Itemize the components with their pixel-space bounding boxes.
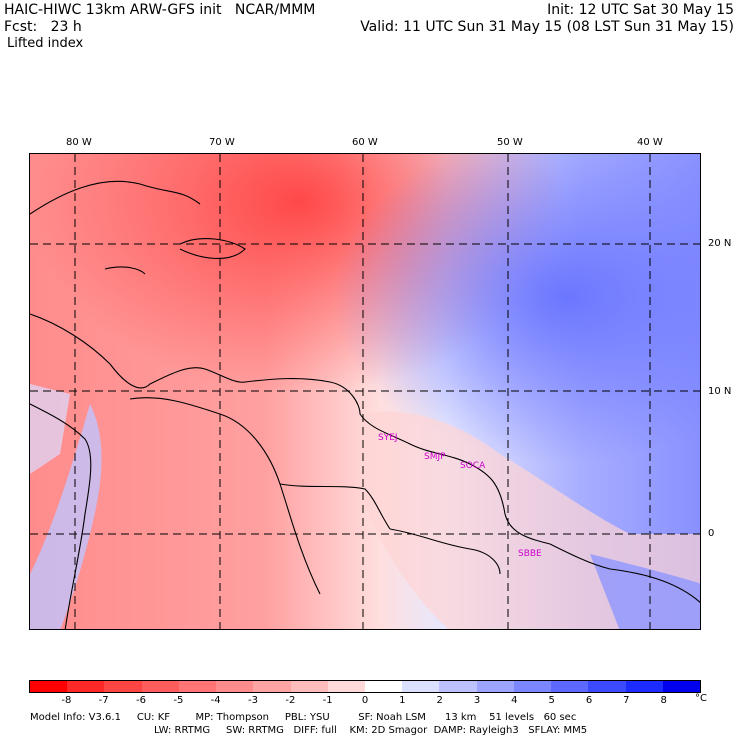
southeast-stable-shade (590, 554, 700, 629)
colorbar-tick-label: 5 (548, 695, 555, 706)
lat-label-10n: 10 N (708, 386, 732, 397)
cuba-coast (30, 180, 201, 215)
colorbar-tick-label: 6 (585, 695, 593, 706)
colorbar-swatch (67, 681, 105, 692)
colorbar-swatch (476, 681, 514, 692)
init-time: Init: 12 UTC Sat 30 May 15 (547, 2, 734, 18)
forecast-hour: Fcst: 23 h (4, 19, 82, 35)
model-info-line2: LW: RRTMG SW: RRTMG DIFF: full KM: 2D Sm… (154, 725, 588, 736)
lon-label-80w: 80 W (66, 137, 92, 148)
colorbar-swatch (513, 681, 552, 692)
south-america-north-coast (30, 313, 700, 604)
colorbar-swatch (402, 681, 440, 692)
station-soca: SOCA (460, 461, 486, 471)
colorbar-tick-label: -6 (136, 695, 146, 706)
colorbar-tick-label: 2 (436, 695, 443, 706)
lon-label-50w: 50 W (497, 137, 523, 148)
colorbar-swatch (141, 681, 179, 692)
lon-label-40w: 40 W (637, 137, 663, 148)
colorbar-tick-label: -8 (61, 695, 72, 706)
colorbar-swatch (551, 681, 589, 692)
colorbar-swatch (625, 681, 663, 692)
model-title: HAIC-HIWC 13km ARW-GFS init NCAR/MMM (4, 2, 316, 18)
graticule (30, 154, 700, 629)
colorbar-swatch (178, 681, 217, 692)
andes-west-coast (30, 403, 92, 629)
lon-label-60w: 60 W (352, 137, 378, 148)
colorbar-tick-label: 0 (361, 695, 369, 706)
pacific-shade (30, 384, 70, 474)
colorbar-tick-label: -4 (210, 695, 221, 706)
colombia-border (129, 397, 321, 595)
colorbar-swatch (662, 681, 700, 692)
colorbar-swatch (216, 681, 254, 692)
colorbar-unit: °C (695, 693, 707, 704)
colorbar-tick-label: 3 (473, 695, 481, 706)
jamaica-coast (104, 266, 146, 275)
colorbar (29, 680, 701, 693)
colorbar-tick-label: 4 (511, 695, 518, 706)
colorbar-tick-label: -2 (285, 695, 296, 706)
lat-label-20n: 20 N (708, 238, 732, 249)
colorbar-swatch (253, 681, 291, 692)
colorbar-tick-label: -5 (173, 695, 184, 706)
colorbar-swatch (439, 681, 477, 692)
colorbar-swatch (588, 681, 626, 692)
colorbar-swatch (290, 681, 328, 692)
field-name: Lifted index (7, 36, 84, 51)
colorbar-tick-label: 1 (399, 695, 406, 706)
station-syej: SYEJ (378, 433, 398, 443)
colorbar-tick-label: 8 (660, 695, 667, 706)
colorbar-swatch (364, 681, 403, 692)
colorbar-swatch (104, 681, 142, 692)
lifted-index-map (29, 153, 701, 630)
station-smjp: SMJP (424, 452, 446, 462)
colorbar-swatch (327, 681, 365, 692)
colorbar-tick-label: -3 (248, 695, 258, 706)
station-sbbe: SBBE (518, 549, 542, 559)
colorbar-tick-label: -1 (322, 695, 333, 706)
andes-stable-shade (30, 404, 102, 629)
model-info-line1: Model Info: V3.6.1 CU: KF MP: Thompson P… (30, 712, 577, 723)
colorbar-tick-label: -7 (98, 695, 109, 706)
colorbar-tick-label: 7 (623, 695, 630, 706)
hispaniola-coast (179, 238, 246, 260)
lat-label-0: 0 (708, 528, 715, 539)
map-canvas (30, 154, 700, 629)
valid-time: Valid: 11 UTC Sun 31 May 15 (08 LST Sun … (360, 19, 734, 35)
colorbar-swatch (30, 681, 68, 692)
lon-label-70w: 70 W (209, 137, 235, 148)
venezuela-border (279, 483, 391, 530)
